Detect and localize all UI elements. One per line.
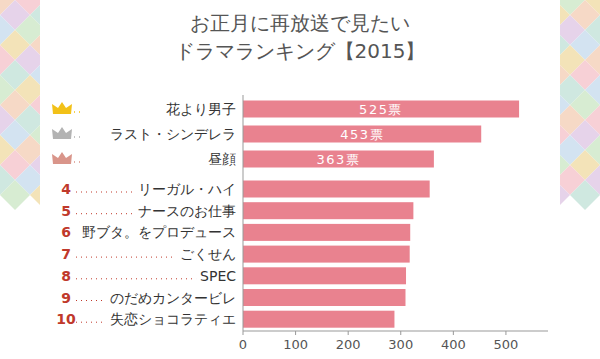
rank: 9 xyxy=(61,290,71,306)
category-label: ナースのお仕事 xyxy=(138,203,236,219)
bar xyxy=(243,202,413,219)
leader xyxy=(76,192,134,193)
leader xyxy=(76,300,106,301)
title-line: ドラマランキング【2015】 xyxy=(175,39,426,63)
data-label: 525票 xyxy=(359,102,403,117)
title: お正月に再放送で見たいドラマランキング【2015】 xyxy=(175,11,426,63)
rank: 4 xyxy=(61,181,71,197)
category-label: 野ブタ。をプロデュース xyxy=(82,224,236,240)
category-label: リーガル・ハイ xyxy=(138,181,236,197)
x-tick xyxy=(453,331,454,335)
bar xyxy=(243,289,405,306)
rank: 5 xyxy=(61,203,71,219)
x-tick xyxy=(400,331,401,335)
x-tick xyxy=(243,331,244,335)
bar xyxy=(243,246,410,263)
crown-dots xyxy=(74,111,84,113)
data-label: 453票 xyxy=(340,127,384,142)
crown xyxy=(52,127,72,139)
x-tick-label: 500 xyxy=(494,337,519,352)
bar xyxy=(243,101,519,118)
leader xyxy=(76,322,106,323)
crown-dots xyxy=(74,161,84,163)
bar xyxy=(243,151,434,168)
x-tick-label: 400 xyxy=(441,337,466,352)
category-label: ごくせん xyxy=(180,246,236,262)
x-tick xyxy=(505,331,506,335)
x-tick xyxy=(348,331,349,335)
x-tick-label: 300 xyxy=(388,337,413,352)
rank: 6 xyxy=(61,224,71,240)
category-label: 失恋ショコラティエ xyxy=(110,311,236,327)
x-axis xyxy=(243,331,548,332)
y-axis xyxy=(243,95,244,331)
bar xyxy=(243,267,406,284)
rank: 7 xyxy=(61,246,71,262)
crown xyxy=(52,102,72,114)
rank: 8 xyxy=(61,268,71,284)
x-tick-label: 100 xyxy=(283,337,308,352)
leader xyxy=(76,213,134,214)
bar xyxy=(243,224,410,241)
data-label: 363票 xyxy=(317,152,361,167)
category-label: SPEC xyxy=(200,268,236,284)
bar xyxy=(243,181,430,198)
x-tick-label: 200 xyxy=(336,337,361,352)
bg-tile xyxy=(0,180,30,210)
category-label: ラスト・シンデレラ xyxy=(110,126,236,142)
bar xyxy=(243,311,394,328)
category-label: のだめカンタービレ xyxy=(110,290,236,306)
chart: お正月に再放送で見たいドラマランキング【2015】 525票 花より男子 453票 ラス… xyxy=(0,0,600,359)
bg-tile xyxy=(570,180,600,210)
panel xyxy=(40,0,560,359)
title-line: お正月に再放送で見たい xyxy=(190,11,410,35)
leader xyxy=(76,278,196,279)
bars xyxy=(243,101,519,328)
x-tick-label: 0 xyxy=(239,337,247,352)
rank: 10 xyxy=(56,311,76,327)
crown xyxy=(52,152,72,164)
bar xyxy=(243,126,481,143)
x-tick xyxy=(295,331,296,335)
crown-dots xyxy=(74,136,84,138)
category-label: 花より男子 xyxy=(166,101,236,117)
leader xyxy=(76,257,176,258)
category-label: 昼顔 xyxy=(208,151,236,167)
